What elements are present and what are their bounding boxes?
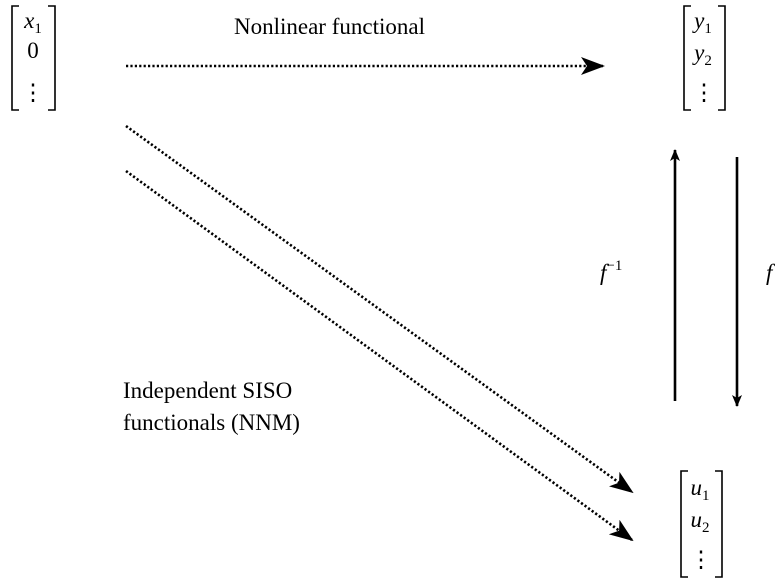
subscript: 1 — [702, 488, 710, 504]
symbol: f — [600, 260, 610, 285]
bracket — [680, 470, 688, 578]
entry: y2 — [692, 40, 712, 69]
symbol: y — [692, 40, 705, 65]
entry: ⋮ — [690, 547, 713, 572]
input-vector: x1 0 ⋮ — [11, 5, 56, 111]
modal-vector: u1 u2 ⋮ — [680, 470, 723, 578]
entry: 0 — [27, 38, 39, 63]
bracket — [683, 5, 691, 111]
bracket — [715, 470, 723, 578]
label: f — [766, 260, 776, 285]
label: f−1 — [600, 258, 622, 285]
dotted-arrow — [125, 169, 634, 542]
subscript: 2 — [702, 520, 710, 536]
subscript: 2 — [704, 53, 712, 69]
bracket — [48, 5, 56, 111]
bracket — [11, 5, 19, 111]
symbol: u — [691, 507, 703, 532]
label: functionals (NNM) — [123, 410, 300, 435]
dotted-arrow — [125, 124, 634, 494]
symbol: x — [23, 8, 35, 33]
symbol: u — [691, 475, 703, 500]
symbol: y — [692, 8, 705, 33]
label: Nonlinear functional — [234, 14, 425, 39]
entry: ⋮ — [22, 80, 45, 105]
entry: y1 — [692, 8, 712, 37]
bracket — [718, 5, 726, 111]
entry: ⋮ — [693, 80, 716, 105]
entry: x1 — [23, 8, 42, 37]
entry: u1 — [691, 475, 710, 504]
entry: u2 — [691, 507, 710, 536]
label: Independent SISO — [123, 378, 292, 403]
superscript: −1 — [606, 258, 622, 274]
output-vector: y1 y2 ⋮ — [683, 5, 726, 111]
subscript: 1 — [704, 21, 712, 37]
subscript: 1 — [34, 21, 42, 37]
